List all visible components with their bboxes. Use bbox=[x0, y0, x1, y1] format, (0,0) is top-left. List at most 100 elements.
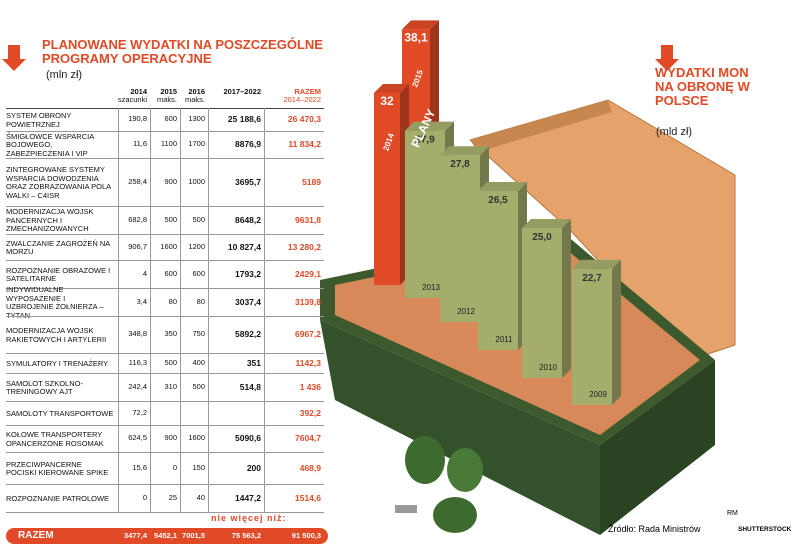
table-value: 1000 bbox=[180, 158, 208, 206]
row-line bbox=[6, 512, 324, 513]
table-value: 3695,7 bbox=[208, 158, 264, 206]
table-value: 116,3 bbox=[118, 353, 150, 373]
grenade bbox=[447, 448, 483, 492]
row-line bbox=[6, 260, 324, 261]
bar bbox=[522, 228, 562, 378]
bar-top bbox=[374, 84, 409, 93]
value-label: 32 bbox=[380, 94, 394, 108]
table-value: 258,4 bbox=[118, 158, 150, 206]
table-value: 1 436 bbox=[264, 373, 324, 401]
total-value: 5452,1 bbox=[154, 530, 177, 540]
table-value: 242,4 bbox=[118, 373, 150, 401]
bar-top bbox=[402, 20, 439, 30]
crate-lid-edge bbox=[470, 100, 612, 152]
table-value: 40 bbox=[180, 484, 208, 512]
table-value: 26 470,3 bbox=[264, 108, 324, 131]
table-value: 0 bbox=[150, 452, 180, 484]
program-name: SAMOLOT SZKOLNO-TRENINGOWY AJT bbox=[6, 378, 83, 396]
table-value: 514,8 bbox=[208, 373, 264, 401]
bar-top bbox=[572, 259, 621, 269]
column-subheader: szacunki bbox=[117, 95, 147, 104]
table-value: 25 bbox=[150, 484, 180, 512]
table-value: 500 bbox=[150, 206, 180, 234]
chart-subtitle: (mld zł) bbox=[656, 126, 693, 138]
table-value: 200 bbox=[208, 452, 264, 484]
row-line bbox=[6, 425, 324, 426]
table-value: 9631,8 bbox=[264, 206, 324, 234]
table-value: 3037,4 bbox=[208, 288, 264, 316]
bar bbox=[572, 268, 612, 405]
bar-top bbox=[405, 121, 454, 131]
table-value: 1300 bbox=[180, 108, 208, 131]
table-value: 4 bbox=[118, 260, 150, 288]
row-line bbox=[6, 353, 324, 354]
table-value: 500 bbox=[180, 206, 208, 234]
table-value: 1142,3 bbox=[264, 353, 324, 373]
credit: SHUTTERSTOCK bbox=[738, 526, 792, 533]
bar-top bbox=[522, 219, 571, 228]
column-subheader: maks. bbox=[156, 95, 177, 104]
column-header: 2015 bbox=[160, 87, 177, 96]
table-value: 1100 bbox=[150, 131, 180, 158]
value-label: 27,9 bbox=[415, 135, 435, 146]
grenade bbox=[433, 497, 477, 533]
table-value bbox=[208, 401, 264, 425]
table-value: 1700 bbox=[180, 131, 208, 158]
total-value: 7001,5 bbox=[182, 530, 205, 540]
table-value: 3,4 bbox=[118, 288, 150, 316]
limit-note: nie więcej niż: bbox=[211, 513, 287, 523]
value-label: 27,8 bbox=[450, 159, 470, 170]
bar-side bbox=[562, 219, 571, 378]
arrow-icon bbox=[655, 45, 679, 71]
table-value: 13 280,2 bbox=[264, 234, 324, 260]
column-subheader: 2014–2022 bbox=[283, 95, 321, 104]
grenade bbox=[405, 436, 445, 484]
table-value bbox=[180, 401, 208, 425]
table-unit: (mln zł) bbox=[46, 69, 83, 81]
bar bbox=[440, 155, 480, 322]
category-label: 2009 bbox=[589, 390, 607, 399]
grenade-fuse bbox=[395, 505, 417, 513]
program-name: SYMULATORY I TRENAŻERY bbox=[6, 358, 109, 368]
column-header: 2016 bbox=[188, 87, 205, 96]
bar bbox=[478, 191, 518, 350]
table-value: 500 bbox=[180, 373, 208, 401]
table-value: 750 bbox=[180, 316, 208, 353]
value-label: 22,7 bbox=[582, 273, 602, 284]
table: 2014 szacunki 2015 maks. 2016 maks. 2017–2022 R… bbox=[6, 86, 328, 544]
program-name: ZWALCZANIE ZAGROŻEŃ NA MORZU bbox=[6, 238, 110, 256]
table-value: 10 827,4 bbox=[208, 234, 264, 260]
value-label: 38,1 bbox=[404, 30, 428, 44]
table-value: 15,6 bbox=[118, 452, 150, 484]
table-value: 1793,2 bbox=[208, 260, 264, 288]
category-label: 2011 bbox=[495, 335, 513, 344]
bar-side bbox=[612, 259, 621, 405]
table-value: 7604,7 bbox=[264, 425, 324, 452]
table-value: 8876,9 bbox=[208, 131, 264, 158]
table-value: 80 bbox=[180, 288, 208, 316]
row-line bbox=[6, 452, 324, 453]
table-value: 5189 bbox=[264, 158, 324, 206]
category-label: 2010 bbox=[539, 363, 557, 372]
table-value: 0 bbox=[118, 484, 150, 512]
arrow-icon bbox=[2, 45, 26, 71]
table-value: 3139,8 bbox=[264, 288, 324, 316]
bar bbox=[374, 93, 400, 285]
table-value: 72,2 bbox=[118, 401, 150, 425]
total-value: 75 563,2 bbox=[231, 530, 261, 540]
total-bar bbox=[6, 528, 328, 544]
table-value: 5892,2 bbox=[208, 316, 264, 353]
category-label: 2013 bbox=[422, 283, 440, 292]
table-value: 682,8 bbox=[118, 206, 150, 234]
table-value: 1200 bbox=[180, 234, 208, 260]
value-label: 25,0 bbox=[532, 232, 552, 243]
table-value: 150 bbox=[180, 452, 208, 484]
row-line bbox=[6, 316, 324, 317]
column-header: 2017–2022 bbox=[223, 87, 261, 96]
program-name: PRZECIWPANCERNE POCISKI KIEROWANE SPIKE bbox=[6, 459, 109, 477]
table-value: 624,5 bbox=[118, 425, 150, 452]
table-value: 310 bbox=[150, 373, 180, 401]
table-value: 400 bbox=[180, 353, 208, 373]
